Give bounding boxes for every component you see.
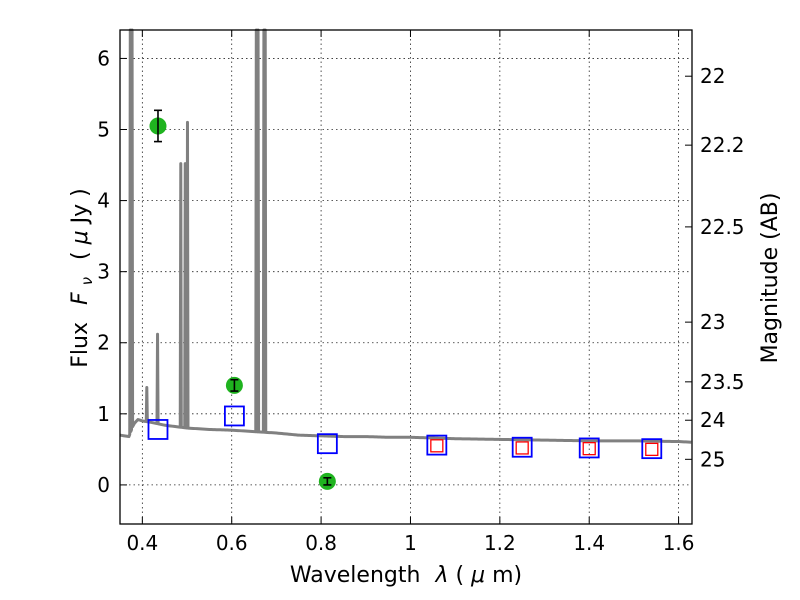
x-axis-label-open: ( [455,563,464,588]
model-photometry-square [223,405,245,427]
y-tick-label: 0 [97,473,110,497]
model-photometry-square [147,419,169,440]
observed-ir-square [430,439,444,453]
y2-tick-label: 25 [700,447,725,471]
y2-tick-label: 22 [700,64,725,88]
y-tick-label: 6 [97,46,110,70]
observed-ir-square [515,441,529,455]
model-photometry-square [511,436,533,458]
x-tick-label: 0.6 [216,531,248,555]
x-tick-label: 1.2 [484,531,516,555]
model-photometry-square [426,434,448,456]
x-axis-label-unit: m) [492,563,522,588]
y-tick-label: 3 [97,260,110,284]
model-spectrum [119,28,692,444]
y-axis-label-symbol: F [68,292,93,305]
photometry-points [147,109,663,490]
y2-axis-ticks: 22 22.2 22.5 23 23.5 24 25 [685,64,745,471]
grid [120,30,692,524]
y-axis-label-symbol-sub: ν [78,277,96,285]
plot-frame [119,29,693,525]
y-axis-ticks: 0 1 2 3 4 5 6 [97,46,127,497]
y2-tick-label: 22.2 [700,133,745,157]
x-tick-label: 1.4 [573,531,605,555]
y-axis-label-open: ( [68,244,93,260]
y2-tick-label: 24 [700,408,725,432]
model-photometry-square [578,437,600,459]
x-axis-label-symbol: λ [434,563,448,588]
y2-tick-label: 22.5 [700,215,745,239]
x-tick-label: 0.8 [305,531,337,555]
x-axis-label-mu: μ [470,563,485,588]
x-axis-label-text: Wavelength [290,563,421,588]
y-axis-label-text: Flux [68,322,93,368]
model-photometry-square [641,438,663,460]
spectrum-line [119,28,692,444]
x-axis-ticks: 0.4 0.6 0.8 1 1.2 1.4 1.6 [126,30,695,555]
y2-tick-label: 23.5 [700,370,745,394]
y-axis-label: Flux F ν ( μ Jy ) [68,188,98,367]
model-photometry-square [316,433,338,455]
observed-ir-square [645,442,659,457]
x-axis-label: Wavelength λ ( μ m) [290,563,522,588]
y2-axis-label: Magnitude (AB) [758,193,783,364]
y-tick-label: 5 [97,118,110,142]
x-tick-label: 1.6 [663,531,695,555]
y-tick-label: 2 [97,331,110,355]
x-tick-label: 1 [404,531,417,555]
y-axis-label-mu: μ [68,230,93,245]
y-tick-label: 1 [97,402,110,426]
y2-tick-label: 23 [700,310,725,334]
observed-ir-square [582,442,596,456]
y-tick-label: 4 [97,189,110,213]
y-axis-label-unit: Jy ) [68,188,93,225]
x-tick-label: 0.4 [126,531,158,555]
